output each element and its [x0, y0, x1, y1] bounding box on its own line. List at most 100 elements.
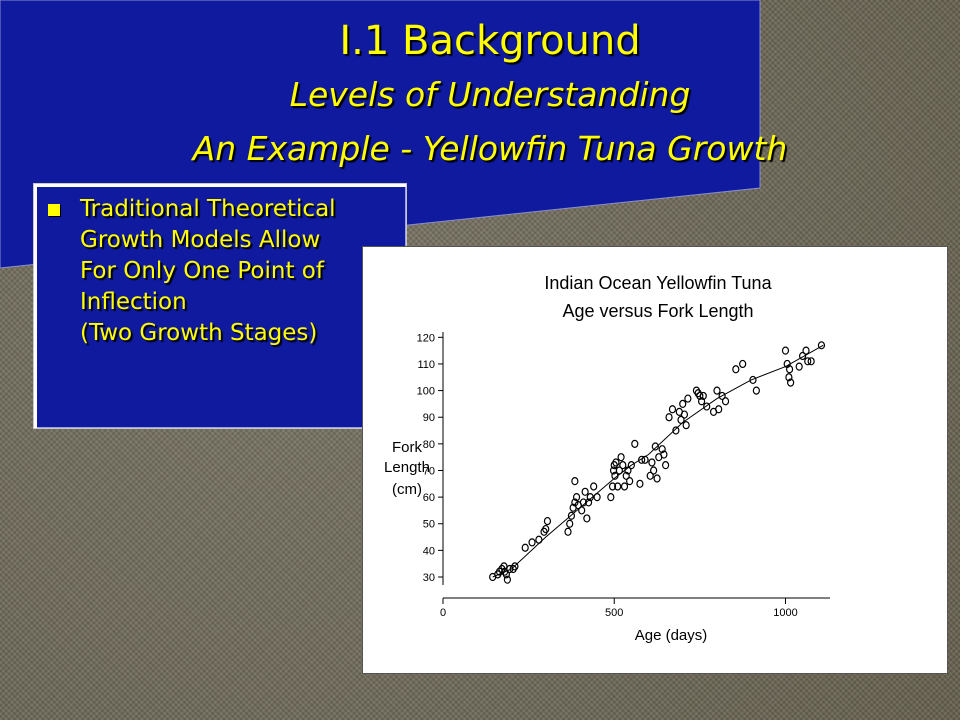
data-point — [617, 453, 625, 462]
data-point — [817, 341, 826, 350]
y-axis-label-line: Length — [384, 459, 430, 476]
data-point — [624, 466, 632, 475]
data-point — [696, 391, 704, 401]
data-point — [511, 562, 519, 571]
data-point — [787, 378, 795, 387]
title-line-1: I.1 Background — [339, 18, 641, 64]
data-point — [682, 421, 690, 430]
bullet-text-box: Traditional Theoretical Growth Models Al… — [33, 183, 407, 429]
bullet-line: Growth Models Allow — [80, 227, 321, 253]
data-point — [608, 482, 617, 491]
bullet-line: Traditional Theoretical — [80, 196, 336, 222]
data-point — [611, 471, 619, 480]
data-point — [781, 346, 790, 355]
data-point — [581, 487, 589, 496]
data-point — [564, 527, 572, 536]
data-point — [662, 461, 670, 470]
title-line-2: Levels of Understanding — [289, 75, 691, 114]
bullet-line: Inflection — [80, 289, 187, 315]
data-point — [802, 346, 810, 355]
data-point — [646, 471, 654, 480]
y-axis-label-line: (cm) — [392, 481, 422, 498]
data-point — [697, 397, 706, 406]
chart-panel: Indian Ocean Yellowfin Tuna Age versus F… — [362, 246, 948, 674]
data-point — [650, 466, 658, 475]
data-point — [584, 498, 593, 507]
data-point — [502, 570, 510, 579]
plot-area: 30 40 50 60 70 80 90 100 110 120 0 500 1000 — [417, 332, 830, 619]
data-point — [542, 524, 550, 534]
data-point — [718, 391, 726, 401]
data-point — [799, 351, 807, 361]
data-point — [622, 471, 630, 480]
data-point — [721, 397, 730, 406]
data-point — [648, 458, 656, 467]
data-point — [684, 394, 692, 403]
square-bullet-icon — [48, 204, 60, 216]
data-point — [641, 455, 649, 464]
data-point — [651, 442, 659, 451]
data-point — [785, 365, 794, 374]
data-point — [785, 373, 793, 382]
bullet-line: (Two Growth Stages) — [80, 320, 318, 346]
data-point — [578, 506, 586, 515]
data-point — [572, 493, 581, 502]
data-point — [503, 575, 511, 584]
data-point — [528, 538, 536, 547]
scatter-chart: Indian Ocean Yellowfin Tuna Age versus F… — [384, 273, 830, 644]
y-tick-label: 50 — [423, 519, 435, 531]
data-point — [749, 375, 757, 385]
data-point — [614, 482, 622, 491]
data-point — [699, 391, 707, 401]
x-tick-label: 0 — [440, 607, 446, 619]
data-point — [658, 445, 666, 454]
data-point — [631, 439, 639, 448]
data-point — [593, 493, 601, 502]
data-point — [672, 426, 680, 435]
x-tick-label: 500 — [605, 607, 623, 619]
bullet-line: For Only One Point of — [80, 258, 324, 284]
data-point — [615, 466, 623, 475]
chart-subtitle: Age versus Fork Length — [562, 301, 753, 321]
y-tick-label: 40 — [423, 545, 435, 557]
slide-title: I.1 Background Levels of Understanding A… — [130, 14, 850, 176]
data-point — [665, 413, 673, 422]
x-axis-label: Age (days) — [635, 627, 708, 644]
data-point — [627, 461, 635, 470]
y-tick-label: 100 — [417, 386, 435, 398]
data-point — [521, 543, 529, 552]
data-point — [739, 359, 747, 369]
data-point — [668, 405, 677, 414]
data-point — [607, 493, 615, 502]
data-point — [638, 455, 646, 464]
x-tick-label: 1000 — [773, 607, 797, 619]
chart-title: Indian Ocean Yellowfin Tuna — [544, 273, 772, 293]
data-point — [807, 357, 815, 366]
data-point — [804, 357, 812, 366]
y-tick-label: 30 — [423, 572, 435, 584]
y-tick-label: 60 — [423, 492, 435, 504]
y-tick-label: 110 — [417, 359, 435, 371]
data-point — [679, 399, 687, 409]
bullet-text: Traditional Theoretical Growth Models Al… — [80, 194, 400, 349]
data-point — [713, 386, 721, 395]
data-point — [677, 415, 685, 424]
data-point — [586, 493, 594, 502]
data-point — [579, 498, 588, 507]
data-point — [715, 405, 723, 414]
y-tick-label: 70 — [423, 465, 435, 477]
data-point — [636, 479, 644, 488]
data-point — [703, 402, 711, 411]
y-axis-label-line: Fork — [392, 439, 423, 456]
data-point — [583, 514, 591, 523]
title-line-3: An Example - Yellowfin Tuna Growth — [192, 129, 788, 168]
data-point — [571, 477, 579, 486]
y-tick-label: 90 — [423, 412, 435, 424]
data-point — [680, 410, 689, 419]
data-point — [567, 511, 576, 520]
data-point — [535, 535, 543, 544]
fitted-growth-line — [492, 344, 824, 578]
y-tick-label: 80 — [423, 439, 435, 451]
data-point — [626, 477, 634, 486]
data-point — [660, 450, 668, 459]
